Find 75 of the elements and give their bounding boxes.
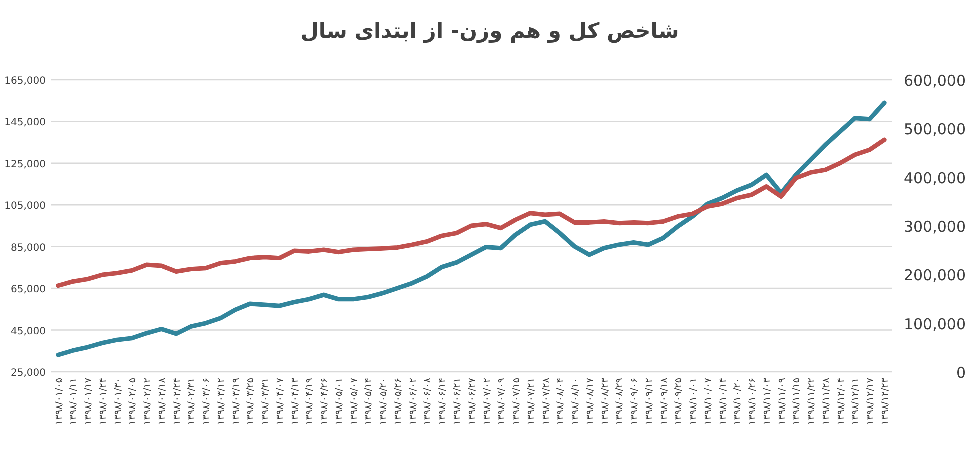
x-tick-label: ۱۳۹۸/۱۰/۲۰ — [732, 378, 744, 426]
line-series — [56, 100, 887, 358]
y-tick-label: 125,000 — [4, 159, 46, 170]
x-tick-label: ۱۳۹۸/۰۱/۳۰ — [112, 378, 124, 426]
x-tick-label: ۱۳۹۸/۰۷/۰۹ — [496, 378, 508, 426]
x-tick-label: ۱۳۹۸/۰۵/۰۱ — [334, 378, 346, 426]
x-tick-label: ۱۳۹۸/۰۱/۱۷ — [83, 378, 94, 426]
x-tick-label: ۱۳۹۸/۰۹/۱۸ — [658, 378, 670, 426]
x-tick-label: ۱۳۹۸/۰۸/۲۹ — [614, 378, 626, 426]
x-tick-label: ۱۳۹۸/۰۵/۱۴ — [364, 378, 375, 426]
x-tick-label: ۱۳۹۸/۰۸/۱۷ — [585, 378, 596, 426]
x-tick-label: ۱۳۹۸/۰۷/۲۱ — [526, 378, 538, 426]
x-tick-label: ۱۳۹۸/۰۱/۱۱ — [68, 378, 80, 426]
y2-tick-label: 0 — [956, 364, 966, 382]
x-tick-label: ۱۳۹۸/۰۸/۱۰ — [570, 378, 582, 426]
y-tick-label: 165,000 — [4, 76, 46, 87]
x-tick-label: ۱۳۹۸/۰۶/۲۱ — [452, 378, 464, 426]
x-tick-label: ۱۳۹۸/۱۱/۱۵ — [792, 378, 803, 426]
x-tick-label: ۱۳۹۸/۰۷/۲۸ — [540, 378, 552, 426]
x-tick-label: ۱۳۹۸/۰۳/۲۵ — [246, 378, 257, 426]
x-tick-label: ۱۳۹۸/۰۷/۱۵ — [511, 378, 522, 426]
x-tick-label: ۱۳۹۸/۰۲/۱۸ — [157, 378, 168, 426]
x-tick-label: ۱۳۹۸/۰۸/۰۴ — [556, 378, 567, 426]
x-tick-label: ۱۳۹۸/۱۱/۰۳ — [762, 378, 774, 426]
x-tick-label: ۱۳۹۸/۰۴/۱۳ — [290, 378, 301, 426]
x-tick-label: ۱۳۹۸/۱۲/۲۳ — [880, 378, 892, 426]
x-tick-label: ۱۳۹۸/۱۱/۰۹ — [776, 378, 788, 426]
y-tick-label: 25,000 — [11, 368, 46, 379]
x-tick-label: ۱۳۹۸/۰۳/۰۶ — [201, 378, 212, 426]
x-tick-label: ۱۳۹۸/۰۲/۰۵ — [128, 378, 139, 426]
x-tick-label: ۱۳۹۸/۱۰/۲۶ — [747, 378, 758, 426]
y2-tick-label: 400,000 — [904, 169, 966, 188]
x-tick-label: ۱۳۹۸/۰۳/۳۱ — [260, 378, 272, 426]
y2-tick-label: 600,000 — [904, 72, 966, 90]
x-tick-label: ۱۳۹۸/۰۱/۲۴ — [98, 378, 110, 426]
line-series — [56, 138, 887, 288]
x-tick-label: ۱۳۹۸/۱۱/۲۲ — [806, 378, 818, 426]
x-tick-label: ۱۳۹۸/۰۴/۰۷ — [275, 378, 286, 426]
x-tick-label: ۱۳۹۸/۰۸/۲۳ — [600, 378, 611, 426]
x-tick-label: ۱۳۹۸/۰۷/۰۲ — [482, 378, 493, 426]
x-tick-label: ۱۳۹۸/۰۶/۰۸ — [422, 378, 434, 426]
x-tick-label: ۱۳۹۸/۰۳/۱۹ — [230, 378, 242, 426]
y-tick-label: 65,000 — [11, 284, 46, 296]
x-tick-label: ۱۳۹۸/۱۲/۱۷ — [865, 378, 876, 426]
x-tick-label: ۱۳۹۸/۱۲/۰۴ — [836, 378, 847, 426]
x-tick-label: ۱۳۹۸/۱۰/۰۷ — [703, 378, 714, 426]
x-tick-label: ۱۳۹۸/۰۵/۲۶ — [393, 378, 404, 426]
y2-tick-label: 100,000 — [904, 315, 966, 334]
y2-tick-label: 500,000 — [904, 120, 966, 139]
x-tick-label: ۱۳۹۸/۰۹/۱۲ — [644, 378, 656, 426]
x-tick-label: ۱۳۹۸/۱۲/۱۱ — [850, 378, 862, 426]
y-tick-label: 85,000 — [11, 242, 46, 254]
x-tick-label: ۱۳۹۸/۰۵/۲۰ — [378, 378, 390, 426]
x-tick-label: ۱۳۹۸/۱۱/۲۸ — [821, 378, 832, 426]
x-tick-label: ۱۳۹۸/۱۰/۱۴ — [718, 378, 729, 426]
x-tick-label: ۱۳۹۸/۰۶/۲۷ — [467, 378, 478, 426]
x-tick-label: ۱۳۹۸/۰۲/۱۲ — [142, 378, 154, 426]
chart-title: شاخص کل و هم وزن- از ابتدای سال — [300, 19, 680, 44]
y-tick-label: 105,000 — [4, 201, 46, 212]
x-tick-label: ۱۳۹۸/۰۴/۱۹ — [304, 378, 316, 426]
y2-tick-label: 200,000 — [904, 266, 966, 285]
x-tick-label: ۱۳۹۸/۰۳/۱۲ — [216, 378, 228, 426]
x-tick-label: ۱۳۹۸/۰۲/۳۱ — [186, 378, 198, 426]
x-tick-label: ۱۳۹۸/۰۶/۰۲ — [408, 378, 419, 426]
x-tick-label: ۱۳۹۸/۰۵/۰۷ — [348, 378, 360, 426]
x-tick-label: ۱۳۹۸/۱۰/۰۱ — [688, 378, 700, 426]
x-tick-label: ۱۳۹۸/۰۲/۲۴ — [172, 378, 183, 426]
x-tick-label: ۱۳۹۸/۰۹/۲۵ — [674, 378, 685, 426]
y2-tick-label: 300,000 — [904, 218, 966, 236]
x-tick-label: ۱۳۹۸/۰۴/۲۶ — [319, 378, 330, 426]
x-tick-label: ۱۳۹۸/۰۱/۰۵ — [54, 378, 65, 426]
y-tick-label: 45,000 — [11, 326, 46, 338]
y-tick-label: 145,000 — [4, 118, 46, 129]
x-tick-label: ۱۳۹۸/۰۶/۱۴ — [437, 378, 448, 426]
x-tick-label: ۱۳۹۸/۰۹/۰۶ — [629, 378, 640, 426]
